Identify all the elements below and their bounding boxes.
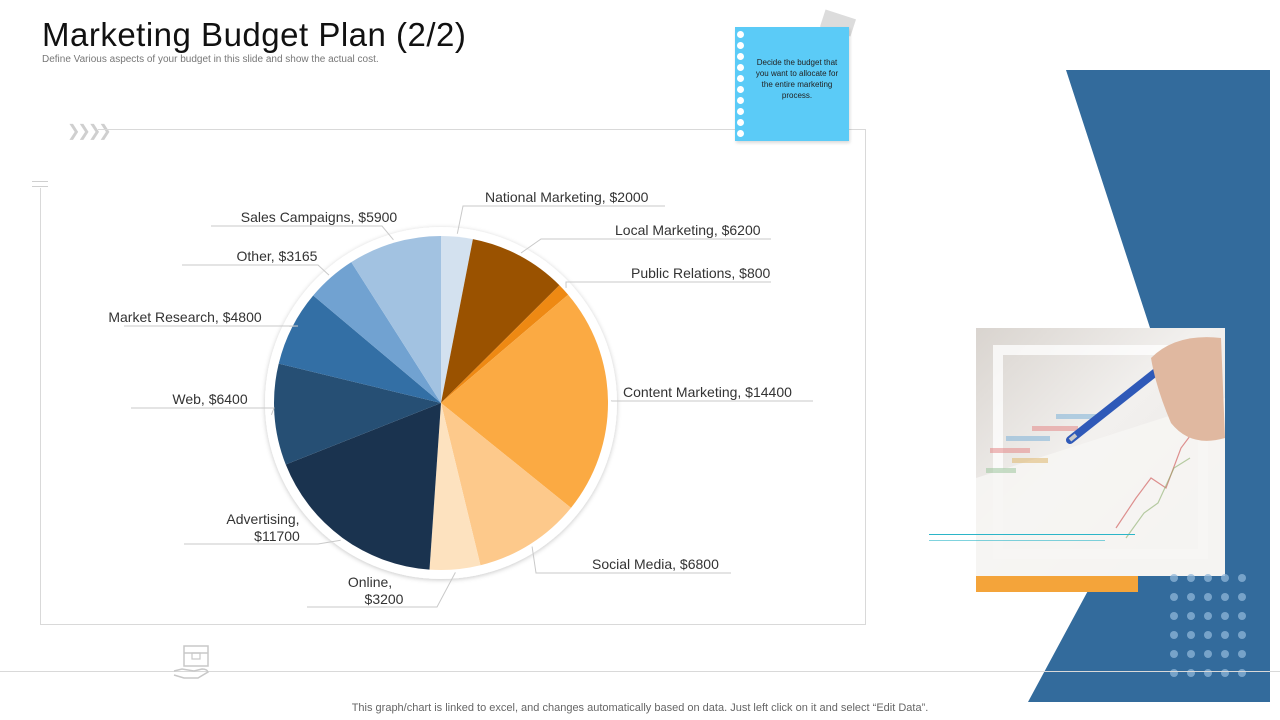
decor-dot: [1221, 593, 1229, 601]
slice-label: National Marketing, $2000: [485, 189, 649, 205]
frame-tick: [32, 186, 48, 187]
decor-dot: [1204, 612, 1212, 620]
orange-accent-bar: [976, 576, 1138, 592]
pie-slice-public-relations[interactable]: [441, 285, 569, 403]
chart-frame-bottom: [40, 624, 866, 625]
decor-dot: [1238, 593, 1246, 601]
pie-slice-content-marketing[interactable]: [441, 294, 609, 508]
decor-dot: [1187, 650, 1195, 658]
dot-grid-decoration: [1170, 574, 1246, 677]
leader-line: [211, 225, 394, 241]
slice-label: Advertising, $11700: [226, 511, 300, 544]
pie-slice-local-marketing[interactable]: [441, 239, 560, 403]
decor-dot: [1170, 612, 1178, 620]
footer-note: This graph/chart is linked to excel, and…: [351, 702, 929, 714]
decor-dot: [1187, 593, 1195, 601]
decor-dot: [1204, 650, 1212, 658]
chart-frame-left: [40, 188, 41, 625]
teal-accent-line: [929, 534, 1135, 535]
decor-dot: [1204, 593, 1212, 601]
decor-dot: [1221, 612, 1229, 620]
sticky-note: Decide the budget that you want to alloc…: [735, 27, 849, 141]
pie-slice-advertising[interactable]: [285, 403, 441, 570]
leader-line: [182, 264, 330, 276]
pie-slice-social-media[interactable]: [441, 403, 572, 566]
leader-line: [131, 407, 275, 415]
decor-dot: [1221, 574, 1229, 582]
decor-dot: [1238, 650, 1246, 658]
footer-divider: [0, 671, 1280, 672]
slice-label: Online, $3200: [348, 574, 404, 607]
slice-label: Sales Campaigns, $5900: [241, 209, 398, 225]
decor-dot: [1238, 574, 1246, 582]
page-subtitle: Define Various aspects of your budget in…: [42, 54, 379, 65]
slice-label: Web, $6400: [172, 391, 247, 407]
slice-label: Public Relations, $800: [631, 265, 771, 281]
note-binding-holes: [737, 31, 745, 141]
decor-dot: [1170, 593, 1178, 601]
chart-frame-top: [98, 129, 866, 130]
decor-dot: [1204, 574, 1212, 582]
decor-dot: [1170, 650, 1178, 658]
decor-dot: [1204, 631, 1212, 639]
pie-slice-market-research[interactable]: [278, 295, 441, 403]
decor-dot: [1187, 574, 1195, 582]
decor-dot: [1187, 612, 1195, 620]
pie-slice-online[interactable]: [429, 403, 481, 570]
leader-line: [531, 546, 731, 574]
chart-frame-right: [865, 129, 866, 625]
slice-label: Content Marketing, $14400: [623, 384, 792, 400]
leader-line: [307, 572, 456, 608]
pie-slice-web[interactable]: [274, 363, 441, 465]
decor-dot: [1187, 631, 1195, 639]
pie-slice-other[interactable]: [313, 262, 441, 403]
slice-label: Local Marketing, $6200: [615, 222, 761, 238]
chart-analysis-photo: [976, 328, 1225, 576]
chevron-decoration-icon: ❯❯❯❯: [67, 123, 112, 140]
leader-line: [565, 281, 771, 288]
decor-dot: [1238, 612, 1246, 620]
teal-accent-line: [929, 540, 1105, 541]
leader-line: [456, 205, 665, 234]
pie-slice-national-marketing[interactable]: [441, 236, 473, 403]
sticky-note-text: Decide the budget that you want to alloc…: [755, 58, 839, 100]
decor-dot: [1170, 631, 1178, 639]
decor-dot: [1238, 631, 1246, 639]
pie-slice-sales-campaigns[interactable]: [351, 236, 441, 403]
slice-label: Other, $3165: [237, 248, 318, 264]
page-title: Marketing Budget Plan (2/2): [42, 16, 467, 53]
leader-line: [184, 539, 341, 545]
decor-dot: [1221, 631, 1229, 639]
slice-label: Market Research, $4800: [108, 309, 262, 325]
decor-dot: [1221, 650, 1229, 658]
frame-tick: [32, 181, 48, 182]
decor-dot: [1170, 574, 1178, 582]
hand-holding-box-icon: [173, 645, 209, 679]
leader-line: [520, 238, 771, 254]
slice-label: Social Media, $6800: [592, 556, 719, 572]
